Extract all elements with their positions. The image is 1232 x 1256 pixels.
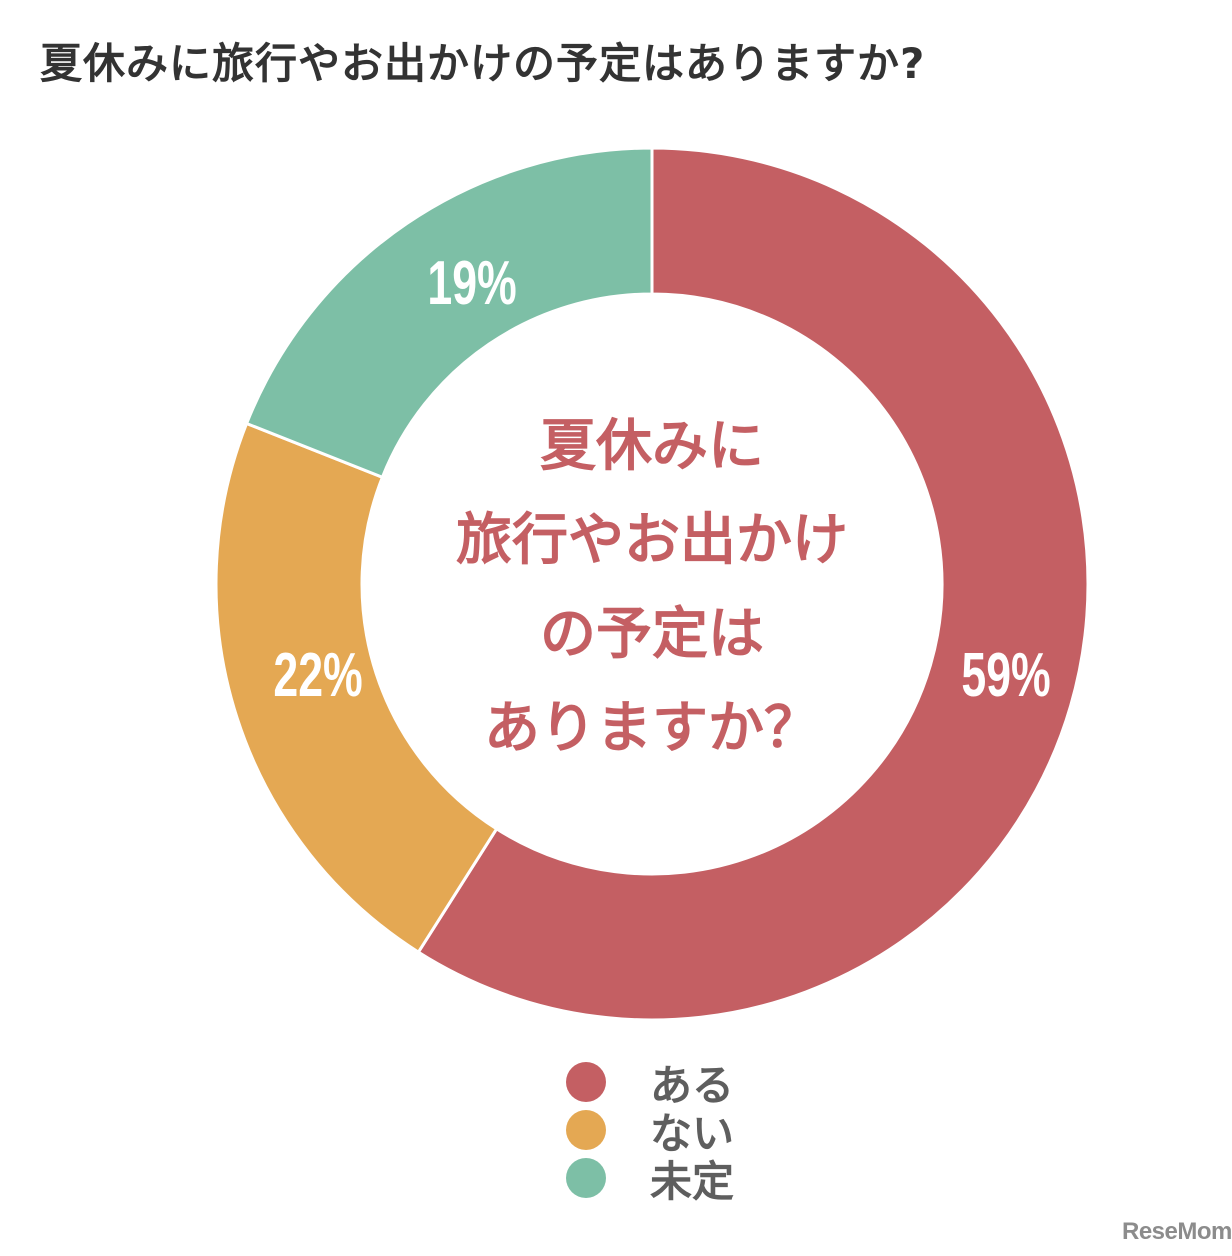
legend-dot-icon (566, 1062, 606, 1102)
legend-dot-icon (566, 1158, 606, 1198)
resemom-logo: ReseMom (1122, 1218, 1232, 1245)
slice-label-aru: 59% (961, 641, 1051, 710)
legend-label: ない (650, 1108, 735, 1158)
legend-item-mitei: 未定 (566, 1154, 734, 1206)
legend: ある ない 未定 (566, 1058, 734, 1206)
legend-dot-icon (566, 1110, 606, 1150)
legend-label: ある (650, 1060, 735, 1110)
center-label-line: 夏休みに (540, 414, 764, 479)
donut-slices (214, 146, 1090, 1022)
center-label: 夏休みに 旅行やお出かけ の予定は ありますか？ (362, 400, 942, 776)
legend-item-nai: ない (566, 1106, 734, 1158)
donut-slice-aru (416, 146, 1090, 1022)
legend-item-aru: ある (566, 1058, 734, 1110)
center-label-line: 旅行やお出かけ (456, 508, 848, 573)
donut-slice-nai (214, 421, 499, 955)
donut-slice-mitei (244, 146, 654, 480)
slice-label-mitei: 19% (427, 249, 517, 318)
legend-label: 未定 (650, 1156, 735, 1206)
center-label-line: ありますか？ (484, 696, 820, 761)
slice-label-nai: 22% (273, 641, 363, 710)
chart-title: 夏休みに旅行やお出かけの予定はありますか? (40, 39, 926, 88)
center-label-line: の予定は (540, 602, 764, 667)
